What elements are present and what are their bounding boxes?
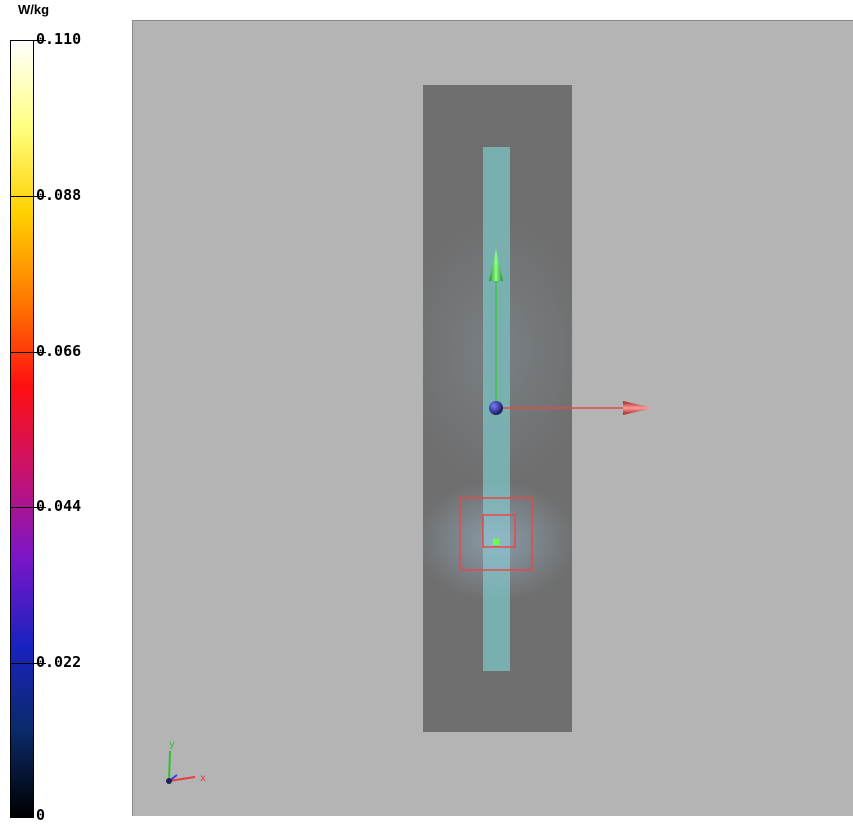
legend-tick — [10, 663, 46, 664]
legend-tick — [10, 352, 46, 353]
triad-x-label: x — [200, 773, 206, 784]
legend-tick-label: 0 — [36, 806, 46, 824]
legend-tick — [10, 196, 46, 197]
triad-y-label: y — [169, 739, 175, 750]
color-legend: W/kg 0.110 0.088 0.066 0.044 0.022 0 — [0, 0, 130, 824]
x-axis-arrow-head[interactable] — [623, 401, 653, 415]
legend-tick-label: 0.044 — [36, 497, 82, 515]
color-scale-bar — [10, 40, 34, 818]
axis-triad: y x — [166, 739, 206, 784]
legend-tick — [10, 40, 46, 41]
3d-viewport[interactable]: y x — [132, 20, 853, 816]
averaging-cube-inner[interactable] — [482, 514, 516, 548]
origin-sphere[interactable] — [489, 401, 503, 415]
legend-tick-label: 0.088 — [36, 186, 82, 204]
legend-tick-label: 0.066 — [36, 342, 82, 360]
peak-sar-point[interactable] — [493, 539, 499, 545]
legend-tick-label: 0.022 — [36, 653, 82, 671]
y-axis-arrow-head[interactable] — [489, 249, 503, 281]
legend-unit-label: W/kg — [18, 2, 50, 17]
scene-canvas: y x — [166, 85, 653, 784]
averaging-cube-outer[interactable] — [459, 497, 533, 571]
legend-tick-label: 0.110 — [36, 30, 82, 48]
legend-tick — [10, 507, 46, 508]
